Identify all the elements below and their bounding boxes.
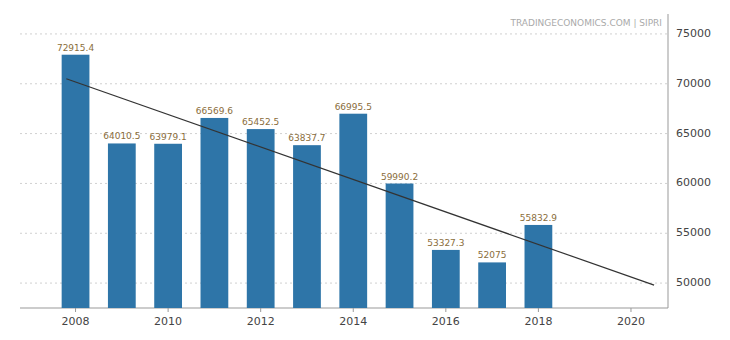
trend-line bbox=[66, 79, 654, 285]
data-label: 66569.6 bbox=[196, 106, 233, 116]
bar bbox=[339, 114, 367, 308]
x-tick bbox=[630, 308, 631, 312]
data-label: 59990.2 bbox=[381, 172, 418, 182]
bar bbox=[154, 144, 182, 308]
x-tick bbox=[538, 308, 539, 312]
grid-line bbox=[20, 83, 668, 84]
y-axis-line bbox=[668, 14, 669, 308]
bar bbox=[432, 250, 460, 308]
x-tick-label: 2020 bbox=[617, 315, 645, 328]
chart: 5000055000600006500070000750002008201020… bbox=[0, 0, 730, 340]
y-tick-label: 70000 bbox=[676, 77, 711, 90]
data-labels: 72915.4 64010.5 63979.1 66569.6 65452.5 63837… bbox=[57, 43, 557, 261]
x-tick bbox=[168, 308, 169, 312]
x-tick bbox=[260, 308, 261, 312]
y-tick-label: 65000 bbox=[676, 127, 711, 140]
data-label: 65452.5 bbox=[242, 117, 279, 127]
x-tick bbox=[75, 308, 76, 312]
y-tick-label: 60000 bbox=[676, 176, 711, 189]
x-tick-label: 2012 bbox=[247, 315, 275, 328]
x-axis: 2008 2010 2012 2014 2016 2018 2020 bbox=[20, 308, 668, 328]
plot-area bbox=[62, 55, 654, 308]
x-tick-label: 2016 bbox=[432, 315, 460, 328]
x-tick-label: 2018 bbox=[524, 315, 552, 328]
y-tick-label: 75000 bbox=[676, 27, 711, 40]
bar bbox=[62, 55, 90, 308]
data-label: 55832.9 bbox=[520, 213, 557, 223]
data-label: 72915.4 bbox=[57, 43, 94, 53]
grid-line bbox=[20, 33, 668, 34]
data-label: 64010.5 bbox=[103, 131, 140, 141]
data-label: 66995.5 bbox=[335, 102, 372, 112]
bar bbox=[108, 143, 136, 308]
bar bbox=[247, 129, 275, 308]
data-label: 52075 bbox=[478, 250, 507, 260]
data-label: 63979.1 bbox=[150, 132, 187, 142]
bar bbox=[293, 145, 321, 308]
bar bbox=[478, 262, 506, 308]
x-tick bbox=[445, 308, 446, 312]
bar bbox=[386, 184, 414, 308]
y-axis: 50000 55000 60000 65000 70000 75000 bbox=[668, 14, 711, 308]
x-tick-label: 2008 bbox=[62, 315, 90, 328]
watermark: TRADINGECONOMICS.COM | SIPRI bbox=[509, 18, 662, 28]
x-tick-label: 2010 bbox=[154, 315, 182, 328]
bar bbox=[201, 118, 229, 308]
x-tick bbox=[353, 308, 354, 312]
x-tick-label: 2014 bbox=[339, 315, 367, 328]
y-tick-label: 50000 bbox=[676, 276, 711, 289]
data-label: 63837.7 bbox=[288, 133, 325, 143]
y-tick-label: 55000 bbox=[676, 226, 711, 239]
data-label: 53327.3 bbox=[427, 238, 464, 248]
bar bbox=[525, 225, 553, 308]
